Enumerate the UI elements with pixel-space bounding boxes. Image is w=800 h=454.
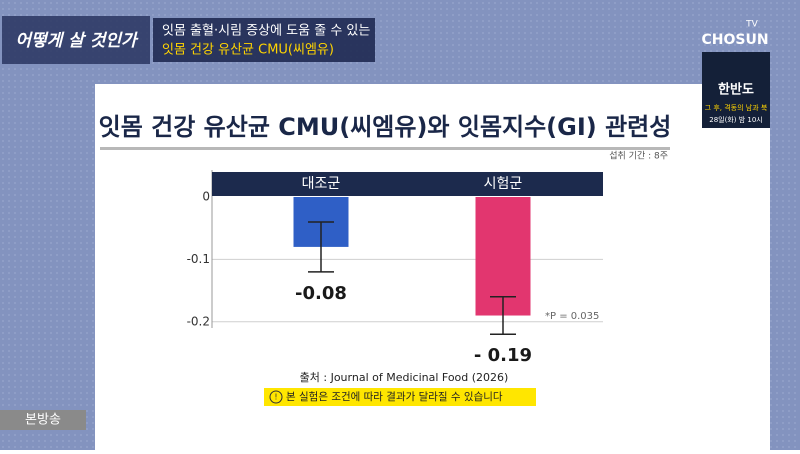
y-tick-label: 0 [202,190,210,204]
chart-title: 잇몸 건강 유산균 CMU(씨엠유)와 잇몸지수(GI) 관련성 [99,113,672,141]
caption-line1: 잇몸 출혈·시림 증상에 도움 줄 수 있는 [162,24,370,39]
y-tick-label: -0.2 [187,314,210,328]
bar [475,197,531,316]
logo-box [2,16,150,64]
note-icon-mark: ! [274,393,277,402]
promo-episode: 2회 방송 [737,129,767,139]
value-label: - 0.19 [474,345,532,366]
logo: 어떻게 살 것인가 [15,31,139,51]
caption-box [153,18,375,62]
live-badge-box [0,410,86,430]
promo-time: 28일(화) 밤 10시 [709,115,763,124]
channel-top: TV [745,20,758,30]
promo-sub: 그 후, 격동의 남과 북 [705,103,768,112]
y-tick-label: -0.1 [187,252,210,266]
live-badge: 본방송 [25,413,61,428]
promo-box [702,52,770,128]
x-tick-label: 시험군 [484,176,523,192]
x-tick-label: 대조군 [302,176,341,192]
note: 본 실험은 조건에 따라 결과가 달라질 수 있습니다 [286,391,503,403]
source: 출처 : Journal of Medicinal Food (2026) [300,371,509,384]
note-icon [269,390,283,404]
promo-title: 한반도 [718,82,754,98]
title-rule [100,147,670,150]
chart-subtitle: 섭취 기간 : 8주 [609,151,668,162]
channel: CHOSUN [701,32,768,48]
category-band [212,172,603,196]
caption-line2: 잇몸 건강 유산균 CMU(씨엠유) [162,43,334,58]
note-box [264,388,536,406]
value-label: -0.08 [295,283,347,304]
annotation: *P = 0.035 [545,311,599,322]
